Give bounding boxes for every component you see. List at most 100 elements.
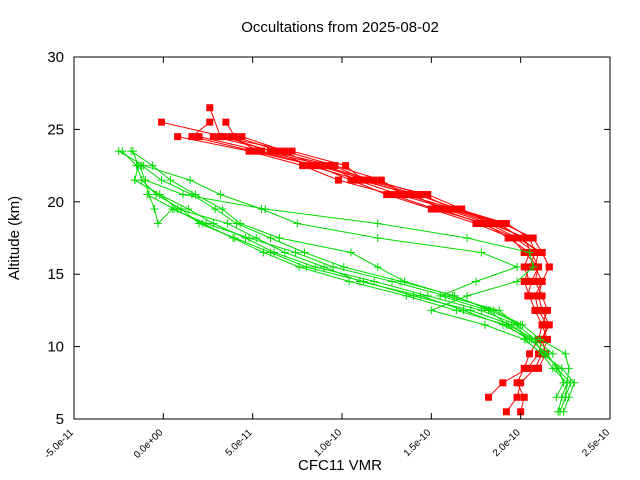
data-point [365, 176, 373, 184]
data-point [513, 262, 522, 271]
data-point [258, 147, 266, 155]
data-point [508, 234, 516, 242]
data-point [520, 364, 528, 372]
data-point [536, 335, 545, 344]
data-point [270, 147, 278, 155]
data-point [373, 262, 382, 271]
data-point [195, 133, 203, 141]
data-point [481, 220, 489, 228]
data-point [418, 191, 426, 199]
data-point [261, 205, 270, 214]
data-point [477, 248, 486, 257]
data-point [543, 306, 551, 314]
data-point [370, 277, 379, 286]
series-line [145, 179, 568, 412]
data-point [445, 205, 453, 213]
data-point [548, 349, 557, 358]
data-point [545, 263, 553, 271]
x-tick-label: -5.0e-11 [43, 427, 77, 461]
data-point [137, 161, 146, 170]
data-point [206, 104, 214, 112]
y-tick-label: 20 [47, 194, 64, 211]
data-point [535, 292, 543, 300]
data-point [206, 118, 214, 126]
data-point [402, 291, 411, 300]
data-point [155, 190, 164, 199]
data-point [450, 291, 459, 300]
series-line [132, 150, 575, 412]
data-point [480, 320, 489, 329]
y-tick-label: 15 [47, 266, 64, 283]
series-green-14 [130, 176, 568, 402]
data-point [320, 262, 329, 271]
data-point [186, 176, 195, 185]
series-red-7 [238, 133, 553, 271]
series-line [230, 136, 527, 239]
series-green-13 [136, 161, 531, 344]
data-point [223, 219, 232, 228]
data-point [502, 408, 510, 416]
data-point [254, 147, 262, 155]
data-point [275, 234, 284, 242]
y-tick-label: 30 [47, 49, 64, 66]
data-point [198, 219, 207, 228]
chart-title: Occultations from 2025-08-02 [241, 19, 439, 36]
series-green-10 [128, 147, 579, 416]
data-point [495, 306, 504, 315]
data-point [114, 147, 123, 156]
data-point [157, 176, 166, 185]
data-point [502, 220, 510, 228]
data-point [148, 161, 157, 170]
data-point [511, 234, 519, 242]
series-line [177, 136, 531, 282]
data-point [331, 162, 339, 170]
data-point [209, 133, 217, 141]
data-point [527, 277, 535, 285]
data-point [406, 191, 414, 199]
data-point [249, 147, 257, 155]
series-layer [114, 104, 579, 416]
data-point [334, 176, 342, 184]
data-point [347, 176, 355, 184]
series-red-4 [174, 133, 534, 285]
x-tick-label: 2.0e-10 [491, 427, 523, 459]
data-point [178, 190, 187, 199]
data-point [281, 147, 289, 155]
data-point [543, 335, 551, 343]
series-red-6 [209, 133, 539, 256]
data-point [174, 133, 182, 141]
data-point [531, 292, 539, 300]
data-point [472, 220, 480, 228]
data-point [526, 234, 534, 242]
data-point [342, 162, 350, 170]
data-point [548, 364, 557, 373]
series-line [198, 136, 540, 297]
data-point [427, 306, 436, 315]
data-point [531, 306, 539, 314]
series-green-15 [141, 176, 572, 416]
data-point [517, 379, 525, 387]
data-point [231, 133, 239, 141]
data-point [477, 220, 485, 228]
data-point [472, 277, 480, 286]
data-point [538, 277, 546, 285]
data-point [442, 205, 450, 213]
data-point [531, 248, 539, 256]
data-point [516, 320, 525, 329]
data-point [293, 219, 302, 228]
data-point [300, 248, 309, 257]
data-point [227, 133, 235, 141]
data-point [158, 118, 166, 126]
x-tick-label: 5.0e-11 [224, 427, 256, 459]
data-point [526, 350, 534, 358]
data-point [523, 335, 532, 344]
data-point [520, 248, 528, 256]
data-point [232, 219, 241, 228]
data-point [561, 349, 570, 358]
data-point [535, 306, 543, 314]
y-axis-label: Altitude (km) [6, 196, 23, 280]
data-point [218, 205, 227, 214]
series-line [241, 136, 550, 268]
data-point [416, 291, 425, 300]
